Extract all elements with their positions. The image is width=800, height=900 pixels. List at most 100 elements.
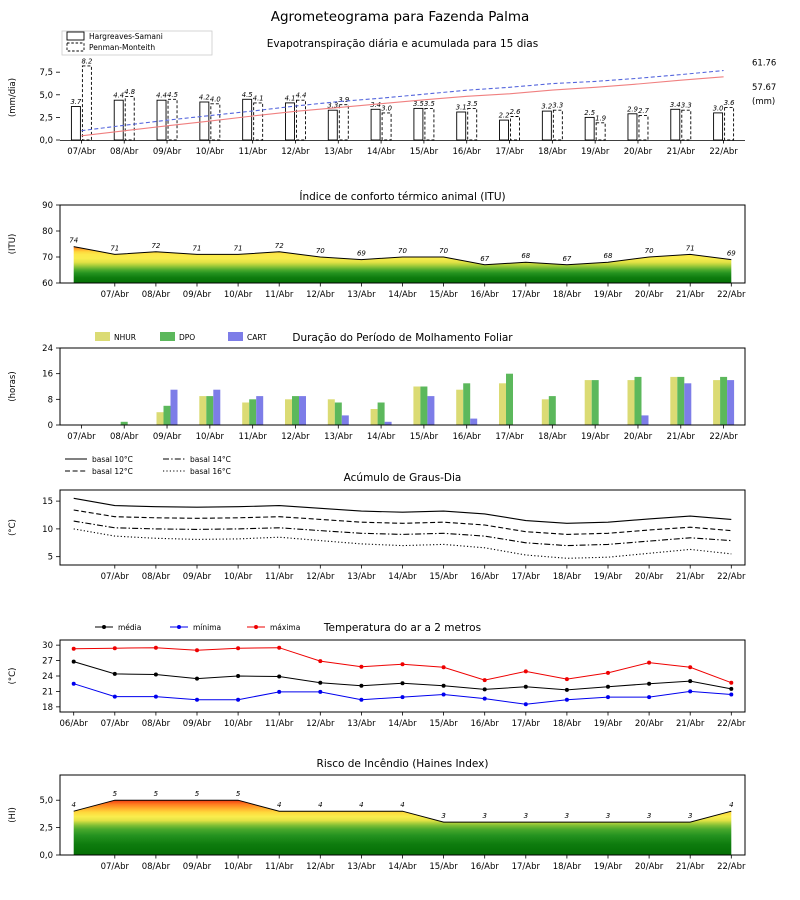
x-tick-label: 10/Abr (224, 290, 253, 300)
x-tick-label: 12/Abr (306, 719, 335, 729)
wetness-bar (720, 376, 728, 425)
series-marker (400, 662, 405, 667)
legend: Hargreaves-Samani Penman-Monteith (61, 30, 213, 56)
series-marker (647, 695, 652, 700)
et-bar-label: 3.0 (381, 104, 392, 112)
y-tick-label: 80 (42, 227, 53, 237)
x-tick-label: 15/Abr (429, 572, 458, 582)
wetness-bar (292, 396, 299, 425)
y-tick-label: 18 (42, 703, 53, 713)
et-bar-label: 3.2 (541, 103, 552, 111)
et-bar (552, 109, 563, 141)
et-bar (156, 99, 167, 141)
series-marker (523, 684, 528, 689)
value-label: 3 (524, 812, 528, 820)
wetness-bar (341, 415, 349, 425)
degree-days-line-solid (73, 497, 732, 524)
value-label: 3 (647, 812, 651, 820)
x-tick-label: 17/Abr (512, 572, 541, 582)
wetness-bar (670, 376, 678, 425)
wetness-bar (727, 380, 735, 425)
legend-label: basal 16°C (190, 467, 231, 476)
legend-label: basal 12°C (92, 467, 133, 476)
x-tick-label: 13/Abr (347, 572, 376, 582)
y-axis-label: (°C) (8, 519, 18, 536)
et-bar (338, 104, 349, 141)
et-bar-label: 2.2 (499, 112, 510, 120)
value-labels: 4 5 5 5 5 4 4 4 4 3 3 3 3 3 3 3 4 (71, 790, 733, 820)
et-bar-label: 3.4 (670, 101, 681, 109)
wetness-bar (591, 380, 599, 425)
series-marker (482, 678, 487, 683)
bars-cart (170, 380, 735, 425)
y-tick-label: 10 (42, 525, 53, 535)
value-label: 4 (359, 801, 363, 809)
x-tick-label: 21/Abr (667, 432, 696, 442)
et-bar (670, 108, 681, 141)
wetness-bar (634, 376, 642, 425)
legend-marker (254, 625, 258, 629)
value-label: 69 (357, 250, 366, 258)
et-bar (296, 99, 306, 141)
et-bar (113, 99, 124, 141)
series-marker (400, 681, 405, 686)
wetness-bar (427, 396, 435, 425)
series-marker (195, 697, 199, 702)
et-bar (285, 102, 295, 141)
y-tick-label: 90 (42, 201, 53, 211)
et-bar (638, 115, 649, 141)
axes: 0 8 16 24 07/Abr 08/Abr 09/Abr 10/Abr 11/Abr 12/A… (8, 332, 746, 442)
x-tick-label: 17/Abr (512, 719, 541, 729)
y-tick-label: 5,0 (39, 91, 53, 101)
et-bar (584, 116, 595, 141)
series-marker (71, 681, 76, 686)
x-tick-label: 13/Abr (347, 719, 376, 729)
x-tick-label: 13/Abr (347, 290, 376, 300)
x-tick-label: 11/Abr (265, 290, 294, 300)
y-tick-label: 0,0 (39, 851, 53, 861)
leaf-wetness-chart-canvas: 0 8 16 24 07/Abr 08/Abr 09/Abr 10/Abr 11/Abr 12/A… (8, 332, 746, 442)
y-tick-label: 2,5 (39, 824, 53, 834)
series-marker (606, 684, 610, 689)
legend-label: Hargreaves-Samani (89, 32, 163, 41)
x-tick-label: 11/Abr (238, 147, 267, 157)
x-tick-label: 07/Abr (101, 290, 130, 300)
legend-swatch (66, 31, 85, 41)
x-tick-label: 20/Abr (624, 147, 653, 157)
x-tick-label: 14/Abr (388, 719, 417, 729)
value-label: 71 (193, 244, 202, 252)
et-bar (381, 112, 392, 141)
x-tick-label: 20/Abr (635, 862, 664, 872)
wetness-bar (548, 396, 556, 425)
x-tick-label: 13/Abr (324, 432, 353, 442)
et-bar (327, 109, 338, 141)
y-tick-label: 8 (48, 395, 53, 405)
x-tick-label: 19/Abr (581, 147, 610, 157)
x-tick-label: 21/Abr (676, 862, 705, 872)
x-tick-label: 07/Abr (101, 572, 130, 582)
accumulated-line (81, 76, 724, 137)
series-marker (400, 695, 405, 700)
wetness-bar (420, 386, 428, 425)
value-label: 3 (606, 812, 610, 820)
series-marker (688, 665, 693, 670)
wetness-bar (370, 409, 378, 425)
series-marker (236, 646, 241, 651)
x-tick-label: 20/Abr (635, 719, 664, 729)
legend-label: NHUR (114, 333, 136, 342)
x-tick-label: 12/Abr (306, 862, 335, 872)
value-line (73, 246, 732, 266)
x-tick-label: 18/Abr (553, 572, 582, 582)
series-marker (236, 674, 241, 678)
x-tick-label: 19/Abr (594, 572, 623, 582)
x-tick-label: 10/Abr (196, 432, 225, 442)
legend-marker (102, 625, 106, 629)
value-label: 70 (439, 247, 448, 255)
et-bar-label: 2.5 (584, 109, 595, 117)
et-bar-label: 3.5 (413, 100, 424, 108)
legend: média mínima máxima (95, 623, 300, 632)
series-marker (153, 694, 158, 699)
et-bar-label: 4.8 (124, 88, 135, 96)
y-axis-label: (horas) (8, 371, 18, 401)
et-bar-label: 1.9 (595, 114, 606, 122)
